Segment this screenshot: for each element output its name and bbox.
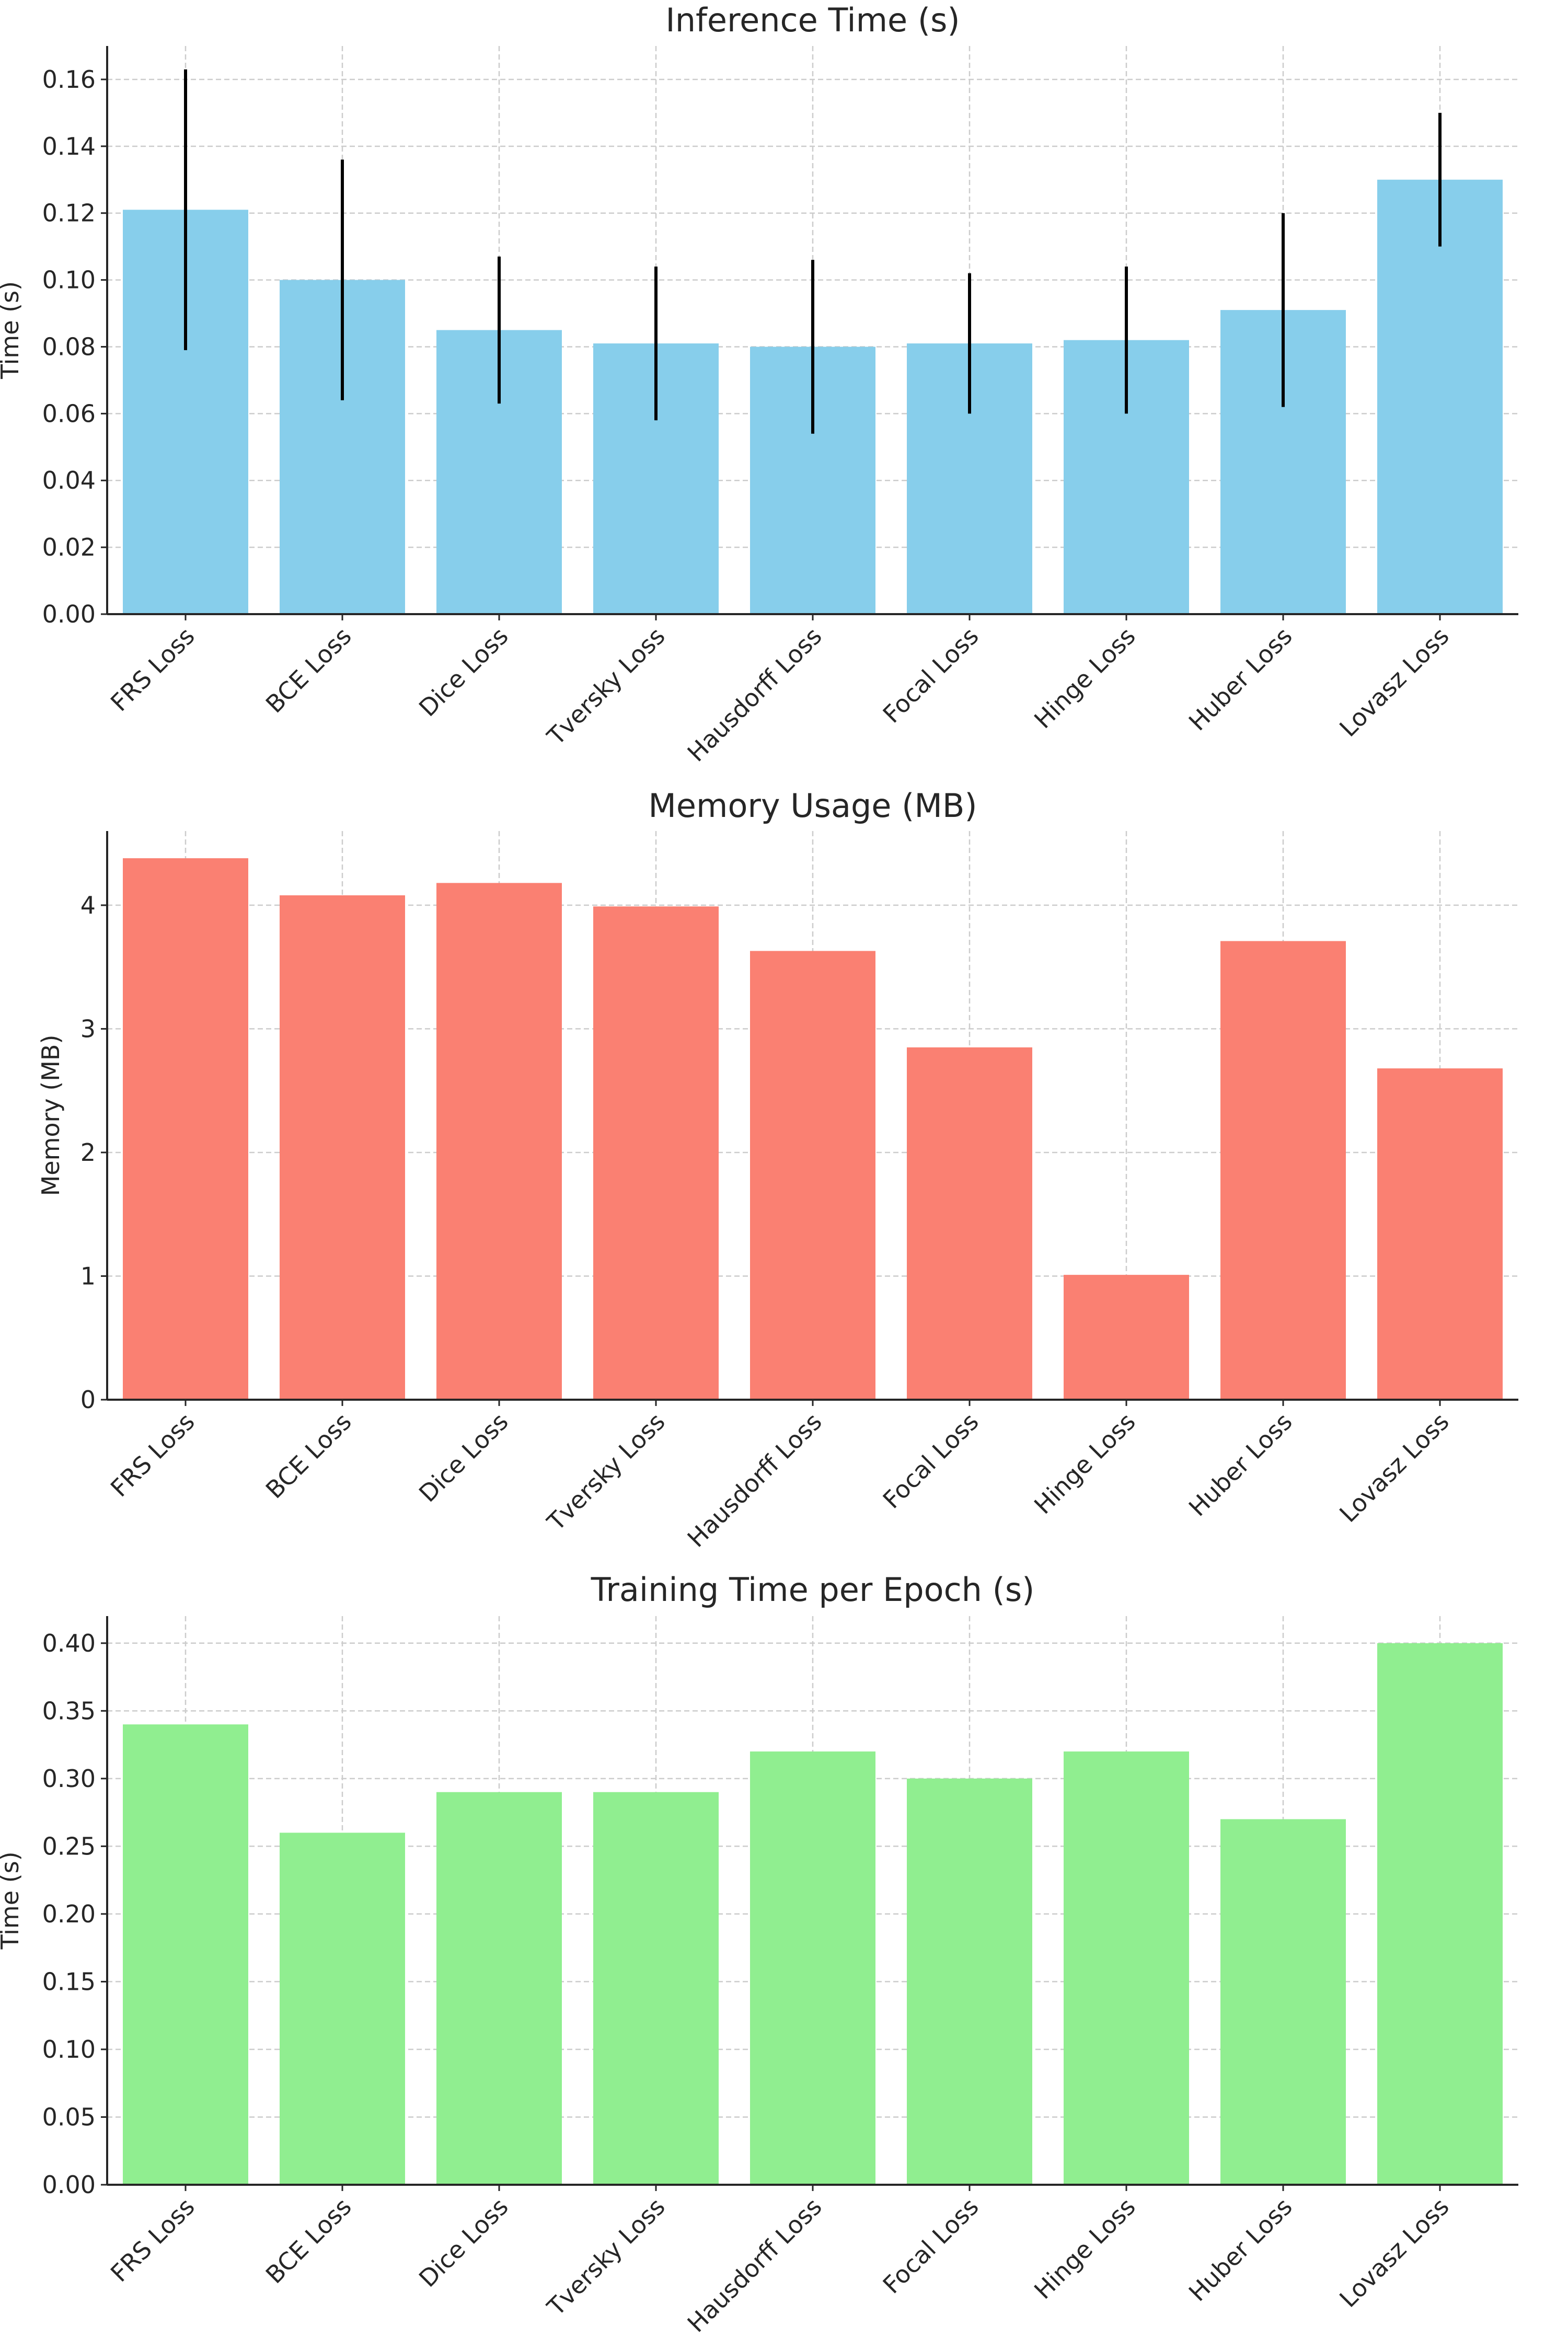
x-tick-label: Huber Loss	[1183, 1408, 1298, 1522]
y-tick-label: 4	[80, 891, 96, 919]
bar-dice-loss	[436, 1792, 562, 2185]
y-tick-label: 0.10	[42, 266, 96, 294]
y-tick-label: 0.30	[42, 1765, 96, 1793]
y-tick-label: 0.14	[42, 132, 96, 160]
y-tick-label: 0.06	[42, 399, 96, 428]
bar-lovasz-loss	[1377, 1068, 1503, 1400]
bar-focal-loss	[907, 1778, 1032, 2185]
x-tick-label: FRS Loss	[105, 2193, 200, 2288]
y-tick-label: 0.00	[42, 2171, 96, 2199]
bar-focal-loss	[907, 1047, 1032, 1400]
x-tick-label: Hinge Loss	[1029, 622, 1141, 734]
bar-dice-loss	[436, 883, 562, 1400]
bar-huber-loss	[1220, 941, 1346, 1400]
y-axis-label: Time (s)	[0, 1851, 24, 1950]
x-tick-label: Lovasz Loss	[1334, 1408, 1455, 1528]
bar-lovasz-loss	[1377, 1643, 1503, 2185]
x-tick-label: Dice Loss	[413, 2193, 514, 2293]
x-tick-label: FRS Loss	[105, 622, 200, 717]
bar-huber-loss	[1220, 1819, 1346, 2185]
chart-title: Training Time per Epoch (s)	[591, 1571, 1035, 1609]
x-tick-label: BCE Loss	[260, 1408, 357, 1504]
y-tick-label: 1	[80, 1262, 96, 1290]
x-tick-label: Focal Loss	[878, 2193, 984, 2299]
x-tick-label: Hausdorff Loss	[682, 1408, 827, 1553]
chart-panel-2: 0 1 2 3 4 FRS Loss BCE Loss Dice Loss Tversky Lo…	[37, 787, 1518, 1553]
bar-tversky-loss	[593, 906, 719, 1400]
y-axis-label: Memory (MB)	[37, 1035, 65, 1196]
x-tick-label: Tversky Loss	[541, 1408, 671, 1537]
x-tick-label: BCE Loss	[260, 2193, 357, 2289]
y-tick-label: 0.04	[42, 466, 96, 494]
x-tick-label: Focal Loss	[878, 1408, 984, 1514]
x-tick-label: Focal Loss	[878, 622, 984, 729]
x-tick-label: Tversky Loss	[541, 2193, 671, 2322]
y-tick-label: 3	[80, 1014, 96, 1043]
y-tick-label: 0.25	[42, 1832, 96, 1860]
x-tick-label: Tversky Loss	[541, 622, 671, 751]
x-tick-label: Lovasz Loss	[1334, 2193, 1455, 2313]
bar-bce-loss	[280, 1832, 405, 2185]
y-tick-label: 0.20	[42, 1900, 96, 1928]
y-tick-label: 0.12	[42, 199, 96, 227]
chart-panel-3: 0.00 0.05 0.10 0.15 0.20 0.25 0.30 0.35 0.40 FRS …	[0, 1571, 1518, 2338]
y-tick-label: 0.40	[42, 1629, 96, 1657]
y-tick-label: 0.00	[42, 600, 96, 628]
x-tick-label: FRS Loss	[105, 1408, 200, 1503]
bar-hinge-loss	[1064, 1275, 1189, 1400]
x-tick-label: Hausdorff Loss	[682, 622, 827, 767]
bar-lovasz-loss	[1377, 179, 1503, 614]
chart-title: Inference Time (s)	[665, 1, 960, 39]
chart-title: Memory Usage (MB)	[648, 787, 977, 825]
x-tick-label: Hausdorff Loss	[682, 2193, 827, 2338]
x-tick-label: BCE Loss	[260, 622, 357, 719]
y-axis-label: Time (s)	[0, 281, 24, 379]
x-tick-label: Hinge Loss	[1029, 2193, 1141, 2305]
y-tick-label: 2	[80, 1138, 96, 1167]
chart-panel-1: 0.00 0.02 0.04 0.06 0.08 0.10 0.12 0.14 0.16 FRS …	[0, 1, 1518, 767]
x-tick-label: Hinge Loss	[1029, 1408, 1141, 1520]
y-tick-label: 0.02	[42, 533, 96, 561]
bar-hinge-loss	[1064, 1751, 1189, 2185]
x-tick-label: Lovasz Loss	[1334, 622, 1455, 743]
x-tick-label: Huber Loss	[1183, 2193, 1298, 2307]
y-tick-label: 0.08	[42, 332, 96, 361]
y-tick-label: 0.16	[42, 65, 96, 94]
bar-hausdorff-loss	[750, 951, 875, 1400]
bar-frs-loss	[123, 858, 248, 1400]
y-tick-label: 0.15	[42, 1967, 96, 1996]
bar-bce-loss	[280, 895, 405, 1400]
y-tick-label: 0.35	[42, 1697, 96, 1725]
bar-frs-loss	[123, 1724, 248, 2185]
y-tick-label: 0	[80, 1386, 96, 1414]
bar-hausdorff-loss	[750, 1751, 875, 2185]
bar-tversky-loss	[593, 1792, 719, 2185]
y-tick-label: 0.10	[42, 2035, 96, 2063]
y-tick-label: 0.05	[42, 2103, 96, 2131]
x-tick-label: Huber Loss	[1183, 622, 1298, 736]
x-tick-label: Dice Loss	[413, 1408, 514, 1508]
x-tick-label: Dice Loss	[413, 622, 514, 722]
